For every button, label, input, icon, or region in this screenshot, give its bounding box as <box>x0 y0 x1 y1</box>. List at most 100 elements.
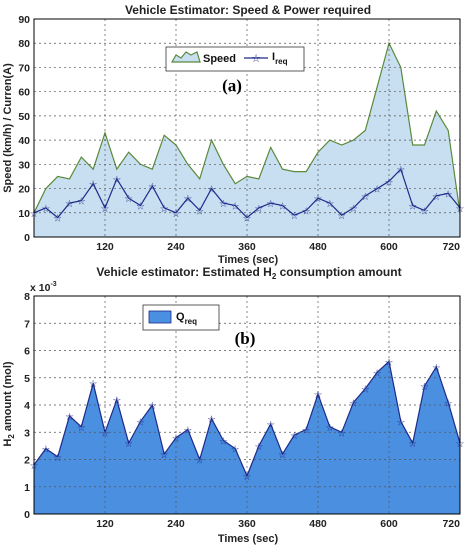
b-series-0-point: ☆ <box>172 434 181 445</box>
b-xtick-label: 600 <box>380 518 398 530</box>
b-series-0-point: ☆ <box>420 382 429 393</box>
chart-b: Vehicle estimator: Estimated H2 consumpt… <box>2 265 465 545</box>
b-series-0-point: ☆ <box>148 401 157 412</box>
a-series-1-point: ☆ <box>195 206 204 217</box>
b-series-0-point: ☆ <box>112 396 121 407</box>
a-series-1-point: ☆ <box>420 206 429 217</box>
a-series-1-point: ☆ <box>408 202 417 213</box>
b-xtick-label: 720 <box>442 518 460 530</box>
a-series-1-point: ☆ <box>337 211 346 222</box>
a-series-1-point: ☆ <box>278 202 287 213</box>
b-series-0-point: ☆ <box>408 439 417 450</box>
a-series-1-point: ☆ <box>349 204 358 215</box>
a-series-1-point: ☆ <box>41 204 50 215</box>
a-ytick-label: 70 <box>18 62 30 74</box>
b-ytick-label: 1 <box>24 482 30 494</box>
b-ytick-label: 5 <box>24 373 30 385</box>
chart-b-x-ticks: 120 240 360 480 600 720 <box>96 518 460 530</box>
chart-a-legend: Speed ☆ Ireq <box>165 46 305 72</box>
b-series-0-point: ☆ <box>243 472 252 483</box>
a-series-1-point: ☆ <box>172 209 181 220</box>
b-series-0-point: ☆ <box>254 442 263 453</box>
a-ytick-label: 60 <box>18 87 30 99</box>
b-series-0-point: ☆ <box>183 426 192 437</box>
b-series-0-point: ☆ <box>396 417 405 428</box>
b-series-0-point: ☆ <box>266 420 275 431</box>
b-xtick-label: 240 <box>167 518 185 530</box>
a-series-1-point: ☆ <box>183 194 192 205</box>
a-ytick-label: 50 <box>18 111 30 123</box>
b-series-0-point: ☆ <box>349 398 358 409</box>
a-series-1-point: ☆ <box>53 214 62 225</box>
a-ytick-label: 10 <box>18 208 30 220</box>
b-ytick-label: 2 <box>24 455 30 467</box>
legend-speed-swatch <box>170 51 201 63</box>
chart-a-x-ticks: 120 240 360 480 600 720 <box>96 241 460 253</box>
b-series-0-point: ☆ <box>302 426 311 437</box>
b-series-0-point: ☆ <box>314 390 323 401</box>
chart-a-line-layer: ☆ ☆☆☆ ☆☆☆☆☆☆☆☆ ☆☆☆☆☆ ☆☆☆ ☆ ☆☆ ☆☆ ☆☆☆☆☆☆☆☆ ☆☆ ☆☆ <box>30 165 465 224</box>
chart-a-y-ticks: 0 10 20 30 40 50 60 70 80 90 <box>18 14 30 244</box>
a-series-1-point: ☆ <box>160 204 169 215</box>
chart-a: Vehicle Estimator: Speed & Power require… <box>2 3 465 266</box>
a-series-1-point: ☆ <box>207 185 216 196</box>
a-series-1-point: ☆ <box>266 199 275 210</box>
a-series-1-point: ☆ <box>254 204 263 215</box>
a-ytick-label: 40 <box>18 135 30 147</box>
b-series-0-point: ☆ <box>89 379 98 390</box>
a-series-1-point: ☆ <box>219 199 228 210</box>
b-series-0-point: ☆ <box>337 428 346 439</box>
a-series-1-point: ☆ <box>148 182 157 193</box>
b-series-0-point: ☆ <box>77 423 86 434</box>
a-series-1-point: ☆ <box>325 199 334 210</box>
b-series-0-point: ☆ <box>207 415 216 426</box>
b-series-0-point: ☆ <box>53 453 62 464</box>
b-series-0-point: ☆ <box>160 450 169 461</box>
a-xtick-label: 720 <box>442 241 460 253</box>
b-xtick-label: 360 <box>238 518 256 530</box>
a-xtick-label: 600 <box>380 241 398 253</box>
b-series-0-point: ☆ <box>290 431 299 442</box>
chart-b-title: Vehicle estimator: Estimated H2 consumpt… <box>96 265 401 281</box>
b-series-0-point: ☆ <box>101 428 110 439</box>
a-series-1-point: ☆ <box>290 211 299 222</box>
a-series-1-point: ☆ <box>444 189 453 200</box>
legend-qreq-swatch <box>148 310 172 324</box>
chart-a-title: Vehicle Estimator: Speed & Power require… <box>125 3 371 17</box>
b-series-0-point: ☆ <box>219 436 228 447</box>
a-series-1-point: ☆ <box>124 194 133 205</box>
chart-b-ylabel: H2 amount (mol) <box>2 361 16 446</box>
chart-a-frame <box>33 18 461 238</box>
chart-a-panel-label: (a) <box>222 76 242 95</box>
b-series-0-point: ☆ <box>325 423 334 434</box>
a-series-1-point: ☆ <box>101 204 110 215</box>
b-series-0-point: ☆ <box>195 456 204 467</box>
a-series-1-point: ☆ <box>112 175 121 186</box>
a-xtick-label: 480 <box>309 241 327 253</box>
legend-ireq-label: Ireq <box>272 51 288 66</box>
b-xtick-label: 120 <box>96 518 114 530</box>
a-series-1-point: ☆ <box>243 214 252 225</box>
chart-b-grid <box>34 296 460 514</box>
a-series-1-point: ☆ <box>373 185 382 196</box>
chart-b-legend: Qreq <box>142 304 220 331</box>
b-series-0-fill <box>34 361 460 514</box>
a-series-1-point: ☆ <box>432 192 441 203</box>
a-series-1-point: ☆ <box>385 177 394 188</box>
b-series-0-point: ☆ <box>136 417 145 428</box>
chart-b-y-ticks: 0 1 2 3 4 5 6 7 8 <box>24 291 30 521</box>
chart-b-y-multiplier: x 10-3 <box>30 281 57 294</box>
legend-ireq-star-icon: ☆ <box>251 52 261 65</box>
a-ytick-label: 90 <box>18 14 30 26</box>
a-ytick-label: 30 <box>18 159 30 171</box>
a-ytick-label: 20 <box>18 184 30 196</box>
b-series-0-point: ☆ <box>278 450 287 461</box>
a-series-1-point: ☆ <box>89 180 98 191</box>
a-series-1-point: ☆ <box>302 206 311 217</box>
legend-qreq-label: Qreq <box>176 311 197 326</box>
chart-a-ylabel: Speed (km/h) / Curren(A) <box>2 63 14 193</box>
chart-b-frame <box>33 295 461 515</box>
a-series-1-point: ☆ <box>136 202 145 213</box>
b-series-0-point: ☆ <box>65 412 74 423</box>
b-ytick-label: 0 <box>24 509 30 521</box>
